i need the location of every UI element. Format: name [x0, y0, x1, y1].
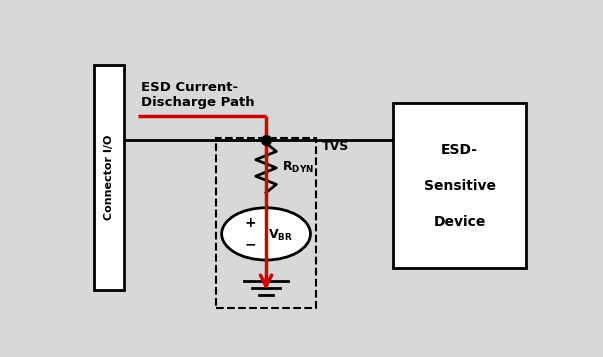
Bar — [393, 103, 526, 268]
Text: TVS: TVS — [321, 140, 349, 154]
Text: Sensitive: Sensitive — [424, 179, 496, 193]
Circle shape — [222, 208, 311, 260]
Bar — [94, 65, 124, 290]
Text: ESD-: ESD- — [441, 143, 478, 157]
Text: ESD Current-
Discharge Path: ESD Current- Discharge Path — [141, 81, 254, 109]
Text: $\mathbf{V}_{\mathbf{BR}}$: $\mathbf{V}_{\mathbf{BR}}$ — [268, 228, 293, 243]
Text: Connector I/O: Connector I/O — [104, 135, 114, 220]
Bar — [216, 138, 316, 308]
Text: $\mathbf{R}_{\mathbf{DYN}}$: $\mathbf{R}_{\mathbf{DYN}}$ — [282, 160, 314, 175]
Text: −: − — [245, 237, 256, 251]
Text: +: + — [245, 216, 256, 230]
Text: Device: Device — [434, 215, 486, 228]
